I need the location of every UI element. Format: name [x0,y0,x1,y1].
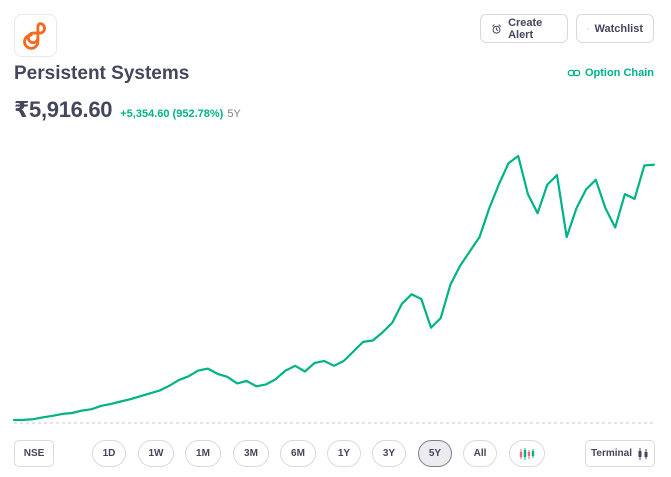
create-alert-button[interactable]: Create Alert [480,14,568,43]
range-5y-button[interactable]: 5Y [418,440,452,467]
price-chart[interactable] [0,140,671,430]
price-line [12,154,656,422]
range-label: All [473,448,487,459]
alarm-clock-icon [492,23,501,34]
range-label: 3M [244,448,258,459]
exchange-label: NSE [23,448,45,459]
range-label: 1W [148,448,164,459]
watchlist-button[interactable]: Watchlist [576,14,654,43]
range-1y-button[interactable]: 1Y [327,440,361,467]
change-period: 5Y [227,108,241,120]
bookmark-icon [587,27,589,30]
range-label: 1Y [337,448,351,459]
range-1m-button[interactable]: 1M [185,440,221,467]
range-label: 6M [291,448,305,459]
persistent-logo-icon [23,22,46,50]
terminal-label: Terminal [591,448,632,459]
range-label: 5Y [428,448,442,459]
range-1d-button[interactable]: 1D [92,440,126,467]
price-row: ₹5,916.60 +5,354.60 (952.78%) 5Y [14,97,241,123]
candlestick-icon [519,447,535,460]
candlestick-mini-icon [638,447,648,460]
range-3m-button[interactable]: 3M [233,440,269,467]
range-6m-button[interactable]: 6M [280,440,316,467]
company-name: Persistent Systems [14,63,190,84]
range-label: 1D [102,448,116,459]
range-1w-button[interactable]: 1W [138,440,174,467]
range-selector: NSE 1D 1W 1M 3M 6M 1Y 3Y 5Y All Terminal [0,440,671,468]
watchlist-label: Watchlist [594,22,644,35]
chart-type-button[interactable] [509,440,545,467]
company-logo [14,14,57,57]
create-alert-label: Create Alert [508,16,543,41]
range-all-button[interactable]: All [463,440,497,467]
link-icon [567,69,581,77]
range-label: 1M [196,448,210,459]
option-chain-label: Option Chain [584,67,654,79]
option-chain-link[interactable]: Option Chain [567,66,654,80]
exchange-select[interactable]: NSE [14,440,54,467]
current-price: ₹5,916.60 [14,97,113,122]
range-label: 3Y [382,448,396,459]
price-change: +5,354.60 (952.78%) [120,108,224,120]
terminal-button[interactable]: Terminal [585,440,655,467]
range-3y-button[interactable]: 3Y [372,440,406,467]
